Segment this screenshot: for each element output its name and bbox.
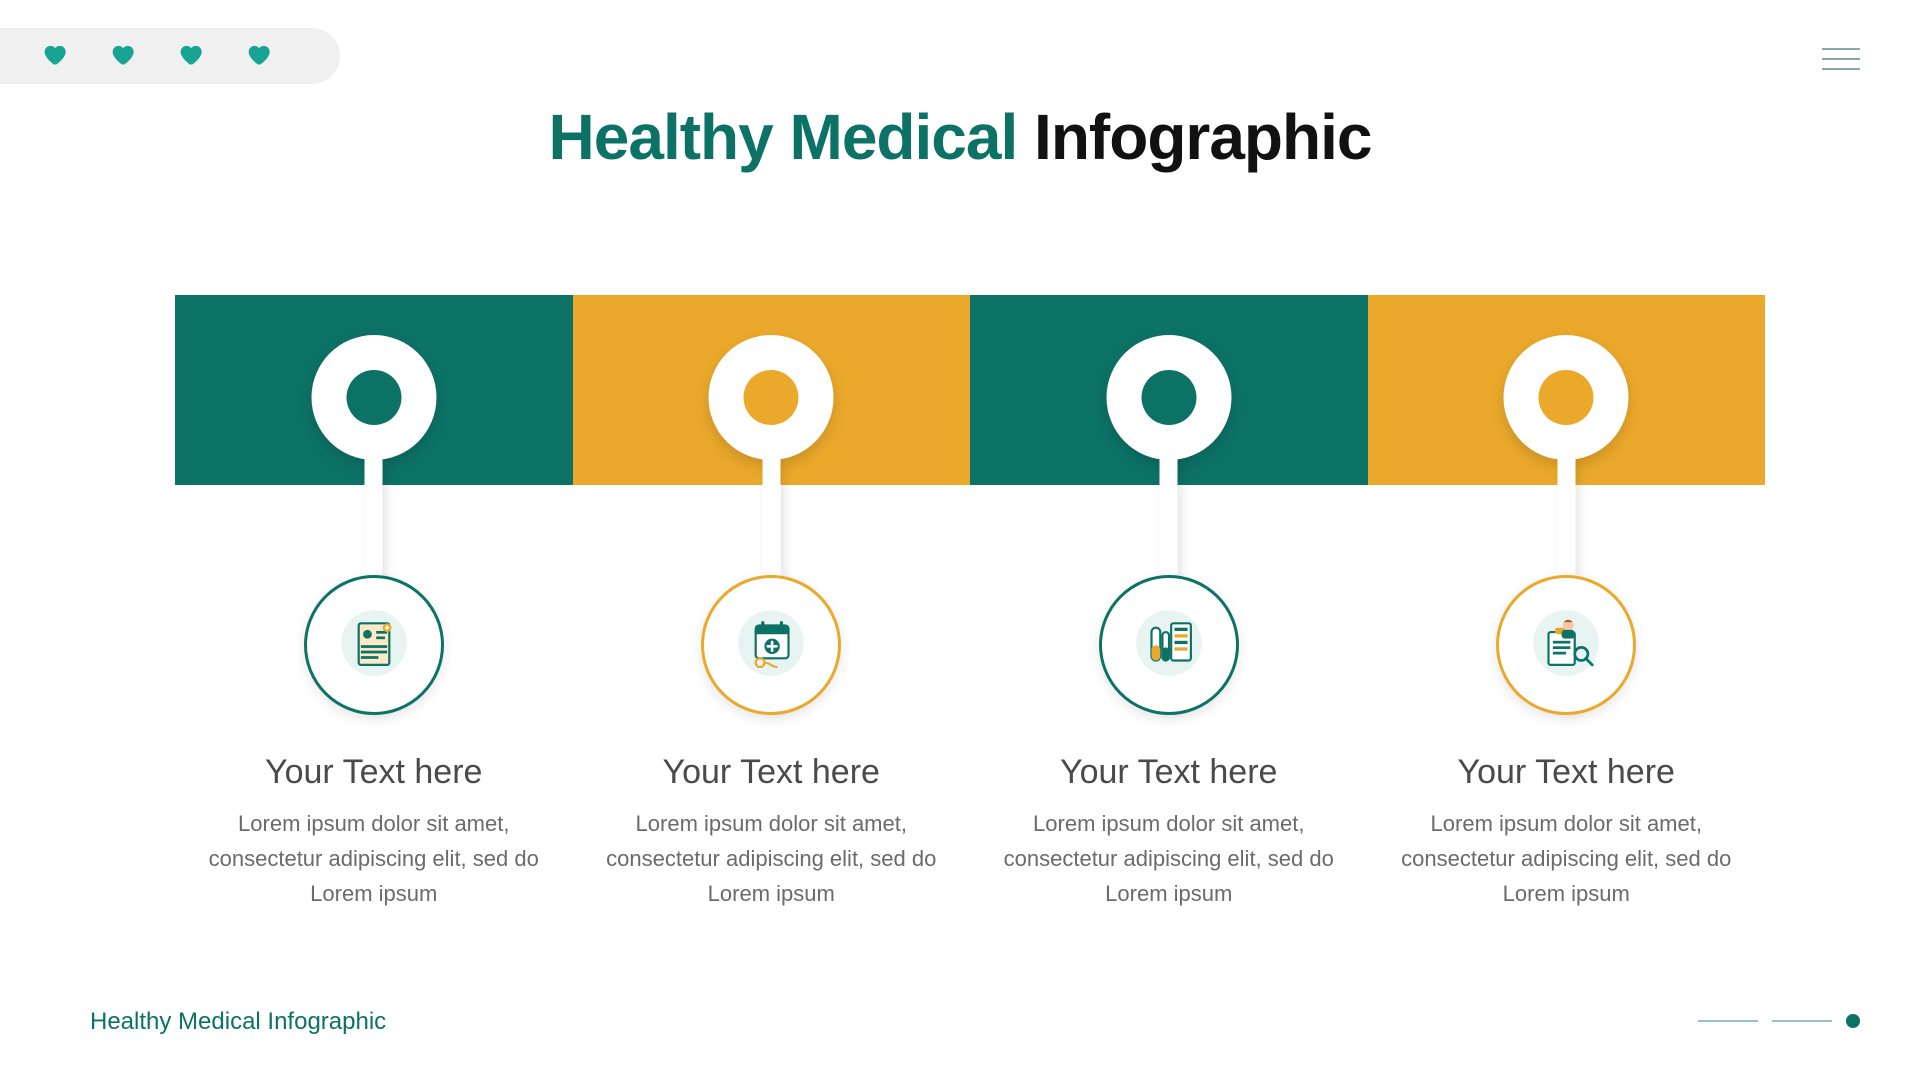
progress-dot <box>1846 1014 1860 1028</box>
footer-label: Healthy Medical Infographic <box>90 1008 386 1036</box>
block-row <box>175 295 1765 485</box>
heart-pill <box>0 28 340 84</box>
item-4: Your Text here Lorem ipsum dolor sit ame… <box>1368 575 1766 912</box>
page-title: Healthy Medical Infographic <box>0 100 1920 174</box>
title-part1: Healthy Medical <box>549 101 1018 173</box>
item-3-title: Your Text here <box>1060 753 1277 792</box>
heart-icon <box>40 40 68 73</box>
heart-icon <box>244 40 272 73</box>
item-2-desc: Lorem ipsum dolor sit amet, consectetur … <box>591 806 951 912</box>
heart-icon <box>176 40 204 73</box>
block-4 <box>1368 295 1766 485</box>
clipboard-profile-icon <box>339 608 409 683</box>
item-4-title: Your Text here <box>1458 753 1675 792</box>
patient-search-icon <box>1531 608 1601 683</box>
heart-icon <box>108 40 136 73</box>
item-3: Your Text here Lorem ipsum dolor sit ame… <box>970 575 1368 912</box>
progress-seg <box>1698 1020 1758 1022</box>
item-1-desc: Lorem ipsum dolor sit amet, consectetur … <box>194 806 554 912</box>
item-2-title: Your Text here <box>663 753 880 792</box>
test-tubes-icon <box>1134 608 1204 683</box>
item-1: Your Text here Lorem ipsum dolor sit ame… <box>175 575 573 912</box>
item-1-title: Your Text here <box>265 753 482 792</box>
items-row: Your Text here Lorem ipsum dolor sit ame… <box>175 575 1765 912</box>
icon-circle-4 <box>1496 575 1636 715</box>
item-2: Your Text here Lorem ipsum dolor sit ame… <box>573 575 971 912</box>
icon-circle-3 <box>1099 575 1239 715</box>
item-3-desc: Lorem ipsum dolor sit amet, consectetur … <box>989 806 1349 912</box>
block-2 <box>573 295 971 485</box>
block-1 <box>175 295 573 485</box>
icon-circle-2 <box>701 575 841 715</box>
calendar-plus-icon <box>736 608 806 683</box>
block-3 <box>970 295 1368 485</box>
title-part2: Infographic <box>1034 101 1371 173</box>
item-4-desc: Lorem ipsum dolor sit amet, consectetur … <box>1386 806 1746 912</box>
footer-progress <box>1698 1014 1860 1028</box>
progress-seg <box>1772 1020 1832 1022</box>
menu-icon[interactable] <box>1822 48 1860 70</box>
icon-circle-1 <box>304 575 444 715</box>
